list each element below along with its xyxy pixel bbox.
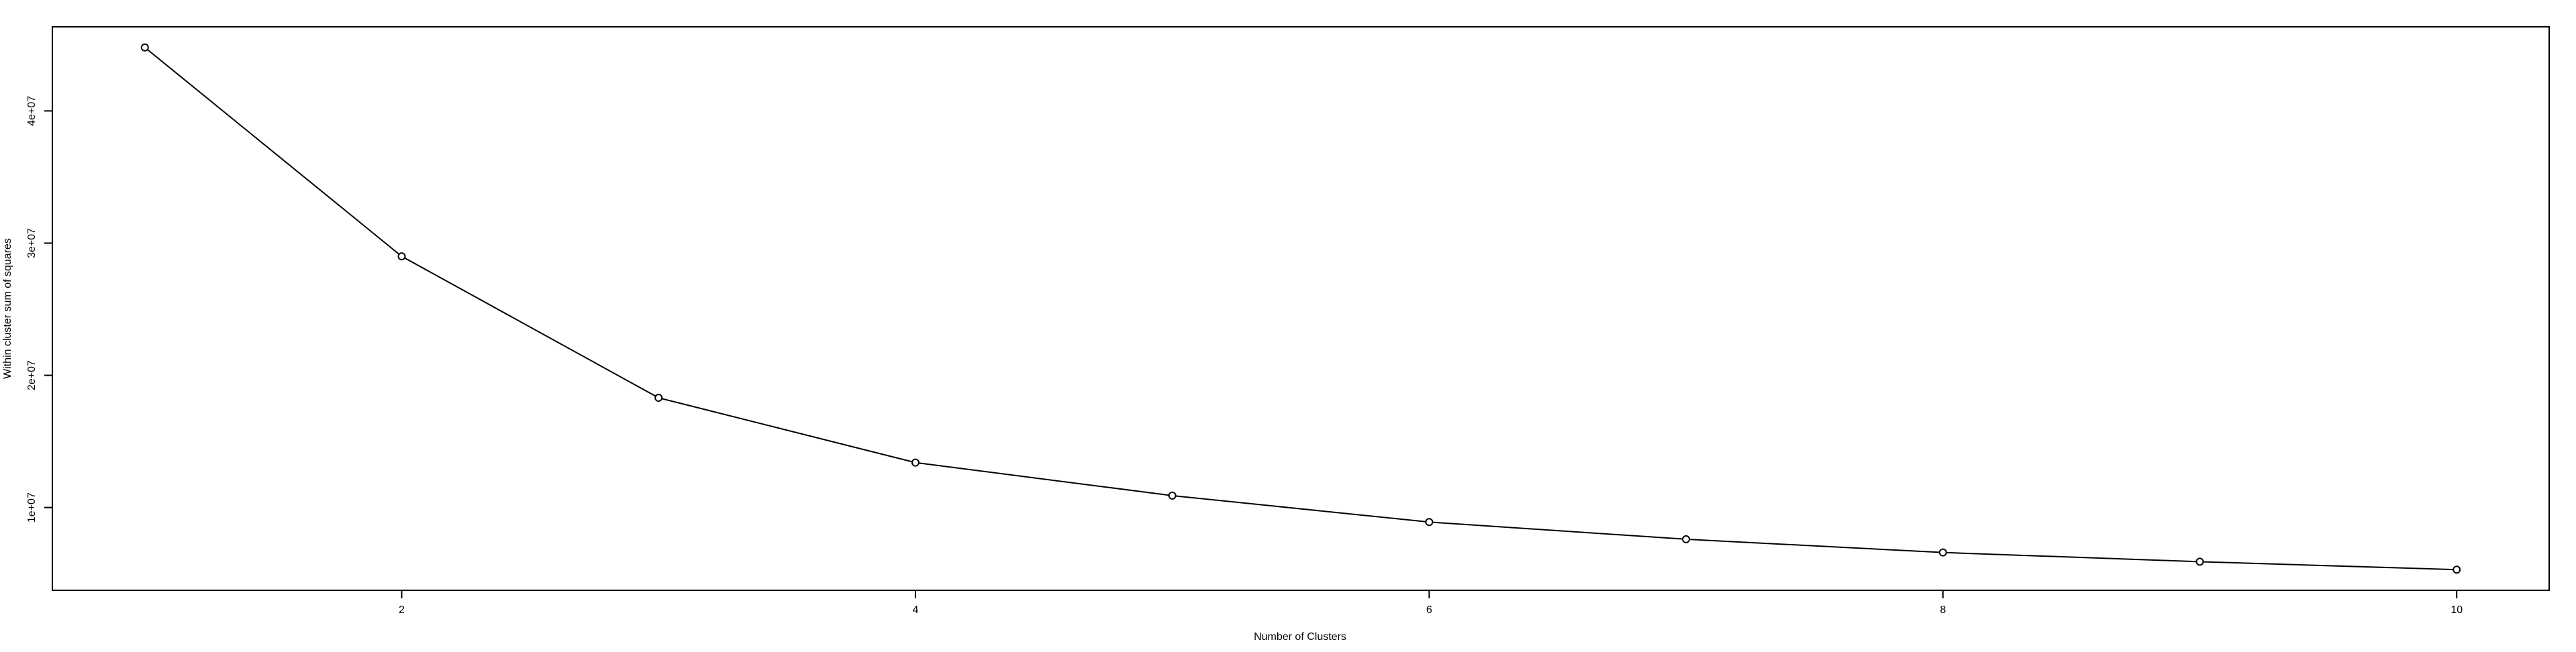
data-point-10 <box>2453 565 2461 574</box>
y-tick-label-2: 3e+07 <box>26 228 38 258</box>
x-tick-label-2: 2 <box>399 604 405 616</box>
x-tick-label-10: 10 <box>2450 604 2463 616</box>
y-tick-label-3: 4e+07 <box>26 96 38 126</box>
x-tick-label-6: 6 <box>1426 604 1432 616</box>
y-tick-label-0: 1e+07 <box>26 492 38 523</box>
data-point-2 <box>397 252 406 261</box>
y-axis-label: Within cluster sum of squares <box>2 238 13 379</box>
data-point-1 <box>140 43 149 52</box>
y-tick-label-1: 2e+07 <box>26 360 38 390</box>
x-axis-label: Number of Clusters <box>1254 631 1346 643</box>
x-axis: 2 4 6 8 10 <box>399 590 2463 616</box>
y-axis: 1e+07 2e+07 3e+07 4e+07 <box>26 96 52 523</box>
x-tick-label-8: 8 <box>1940 604 1946 616</box>
data-point-4 <box>911 458 920 467</box>
x-tick-label-4: 4 <box>912 604 918 616</box>
data-point-6 <box>1425 518 1434 527</box>
plot-frame <box>52 26 2550 591</box>
data-point-7 <box>1682 535 1691 543</box>
data-point-9 <box>2195 557 2204 566</box>
series-line <box>144 46 2457 571</box>
data-point-8 <box>1938 548 1947 557</box>
series-points <box>140 43 2461 574</box>
data-point-5 <box>1168 491 1177 500</box>
data-point-3 <box>654 394 663 402</box>
